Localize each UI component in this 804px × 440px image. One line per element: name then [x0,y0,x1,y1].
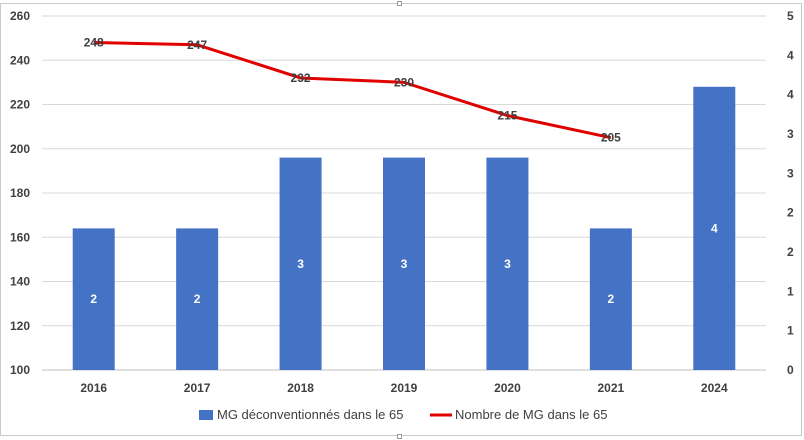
bar [693,86,736,371]
bar-data-label: 4 [711,221,718,235]
y-axis-left: 100 120 140 160 180 200 220 240 260 [10,9,30,377]
y-right-tick-label: 5 [787,9,794,23]
y-right-tick-label: 3 [787,166,794,180]
y-left-tick-label: 220 [10,98,30,112]
bar-data-label: 3 [297,257,304,271]
bar [279,157,322,370]
bar [589,228,632,370]
x-tick-label: 2017 [184,381,211,395]
y-right-tick-label: 2 [787,206,794,220]
bar-data-label: 3 [504,257,511,271]
legend-bar-swatch [199,410,213,420]
bar-data-label: 2 [90,292,97,306]
bar-data-label: 2 [194,292,201,306]
bar-data-label: 2 [608,292,615,306]
line-data-label: 232 [291,71,311,85]
y-left-tick-label: 260 [10,9,30,23]
bar [72,228,115,370]
line-data-label: 230 [394,75,414,89]
y-right-tick-label: 4 [787,48,794,62]
line-path [93,41,612,140]
line-data-label: 215 [497,109,517,123]
x-tick-label: 2018 [287,381,314,395]
bar-data-label: 3 [401,257,408,271]
x-tick-label: 2020 [494,381,521,395]
y-left-tick-label: 120 [10,319,30,333]
x-tick-label: 2024 [701,381,728,395]
y-left-tick-label: 140 [10,275,30,289]
x-tick-label: 2016 [80,381,107,395]
legend-line-label: Nombre de MG dans le 65 [455,407,607,422]
bar [486,157,529,370]
line-data-label: 205 [601,131,621,145]
x-tick-label: 2019 [391,381,418,395]
y-right-tick-label: 1 [787,324,794,338]
y-right-tick-label: 0 [787,363,794,377]
y-right-tick-label: 4 [787,88,794,102]
line-series: 248 247 232 230 215 205 [84,36,621,145]
legend-bar-label: MG déconventionnés dans le 65 [217,407,403,422]
y-left-tick-label: 240 [10,53,30,67]
y-right-tick-label: 3 [787,127,794,141]
y-axis-right: 0 1 1 2 2 3 3 4 4 5 [787,9,794,377]
y-left-tick-label: 160 [10,230,30,244]
line-data-label: 247 [187,38,207,52]
bar [176,228,219,370]
bar [383,157,425,370]
x-axis: 2016 2017 2018 2019 2020 2021 2024 [80,381,728,395]
bar-series: 2 2 3 3 3 2 4 [72,86,736,371]
y-left-tick-label: 200 [10,142,30,156]
x-tick-label: 2021 [598,381,625,395]
resize-handle-bottom[interactable] [397,434,402,439]
legend[interactable]: MG déconventionnés dans le 65 Nombre de … [199,407,607,422]
resize-handle-top[interactable] [397,1,402,6]
y-left-tick-label: 100 [10,363,30,377]
line-data-label: 248 [84,36,104,50]
y-right-tick-label: 2 [787,245,794,259]
y-right-tick-label: 1 [787,284,794,298]
y-left-tick-label: 180 [10,186,30,200]
